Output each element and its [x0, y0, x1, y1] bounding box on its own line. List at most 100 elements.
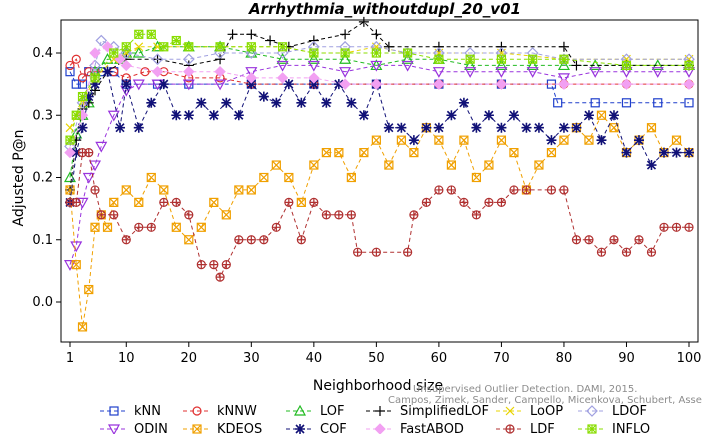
data-point-kdeos: [384, 160, 394, 170]
legend: kNN kNNW LOF SimplifiedLOF LoOP LDOF ODIN KDEOS…: [100, 404, 650, 434]
legend-item-odin: ODIN: [100, 422, 168, 434]
data-point-odin: [245, 67, 258, 78]
data-point-lof: [464, 59, 477, 71]
y-axis: 0.0 0.1 0.2 0.3 0.4: [32, 46, 61, 310]
data-point-ldof: [95, 34, 108, 47]
y-tick-label: 0.3: [32, 108, 53, 123]
data-point-kdeos: [446, 160, 457, 170]
data-point-cof: [121, 79, 132, 90]
data-point-odin: [339, 67, 352, 78]
data-point-fastabod: [308, 72, 320, 84]
data-point-kdeos: [71, 260, 81, 270]
data-point-cof: [158, 79, 169, 90]
data-point-simplifiedlof: [340, 29, 351, 40]
data-point-lof: [339, 52, 352, 64]
data-point-cof: [496, 122, 507, 133]
data-point-fastabod: [64, 146, 76, 159]
data-point-kdeos: [321, 148, 331, 158]
legend-marker: [109, 406, 119, 416]
data-point-cof: [546, 135, 557, 146]
data-point-cof: [171, 110, 182, 121]
data-point-knn: [77, 79, 88, 89]
data-point-ldf: [409, 210, 419, 220]
data-point-cof: [421, 122, 432, 133]
data-point-cof: [208, 110, 219, 121]
data-point-cof: [296, 97, 307, 108]
data-point-inflo: [146, 29, 156, 39]
data-point-simplifiedlof: [383, 41, 394, 52]
data-point-lof: [63, 171, 77, 183]
legend-label: LDOF: [612, 404, 647, 419]
data-point-knnw: [71, 54, 81, 64]
data-point-kdeos: [171, 222, 181, 232]
data-point-fastabod: [370, 78, 383, 90]
data-point-cof: [558, 122, 569, 133]
data-point-fastabod: [214, 65, 226, 78]
data-point-kdeos: [121, 185, 131, 195]
data-point-cof: [308, 79, 319, 90]
data-point-knn: [71, 79, 81, 89]
data-point-ldof: [151, 53, 164, 66]
data-point-kdeos: [196, 222, 206, 232]
data-point-ldf: [421, 197, 431, 207]
legend-label: KDEOS: [217, 422, 262, 434]
legend-label: INFLO: [612, 422, 650, 434]
data-point-odin: [651, 67, 664, 78]
legend-marker: [374, 423, 386, 434]
legend-label: FastABOD: [400, 422, 464, 434]
data-point-odin: [82, 172, 95, 184]
data-point-kdeos: [284, 172, 294, 183]
data-point-inflo: [277, 42, 288, 52]
data-point-cof: [346, 97, 357, 108]
data-point-ldof: [558, 53, 570, 66]
data-point-ldf: [215, 272, 225, 282]
x-tick-label: 1: [66, 351, 74, 366]
data-point-ldf: [221, 260, 231, 270]
data-point-ldf: [621, 247, 632, 257]
data-point-kdeos: [77, 322, 88, 332]
x-tick-label: 70: [493, 351, 510, 366]
legend-marker: [505, 424, 515, 434]
data-point-kdeos: [459, 135, 469, 145]
legend-label: kNN: [134, 404, 161, 419]
data-point-simplifiedlof: [308, 35, 319, 46]
x-tick-label: 10: [118, 351, 135, 366]
data-point-cof: [571, 122, 582, 133]
x-tick-label: 50: [368, 351, 385, 366]
data-point-fastabod: [433, 78, 445, 90]
data-point-cof: [596, 135, 607, 146]
data-point-ldof: [182, 53, 195, 66]
data-point-fastabod: [151, 65, 164, 78]
data-point-kdeos: [559, 135, 569, 145]
x-tick-label: 30: [243, 351, 260, 366]
series-line-odin: [69, 64, 689, 265]
data-point-fastabod: [183, 65, 195, 78]
legend-label: COF: [320, 422, 347, 434]
data-point-ldf: [334, 210, 344, 220]
legend-marker: [293, 404, 307, 416]
data-point-ldf: [496, 197, 507, 207]
legend-marker: [587, 424, 597, 434]
data-point-odin: [132, 79, 145, 91]
x-tick-label: 20: [181, 351, 198, 366]
series-line-ldf: [70, 152, 689, 279]
data-point-kdeos: [209, 197, 219, 207]
data-point-ldf: [403, 247, 413, 257]
data-point-inflo: [403, 48, 413, 58]
data-point-ldf: [346, 210, 356, 220]
data-point-kdeos: [509, 148, 519, 158]
data-point-odin: [95, 141, 108, 153]
series-line-loop: [69, 46, 689, 128]
data-point-kdeos: [609, 123, 619, 133]
data-point-cof: [115, 122, 126, 133]
x-tick-label: 40: [306, 351, 323, 366]
legend-item-cof: COF: [286, 422, 347, 434]
data-point-kdeos: [102, 222, 113, 232]
data-point-cof: [221, 97, 232, 108]
data-point-inflo: [121, 42, 131, 52]
data-point-fastabod: [620, 78, 633, 90]
data-point-cof: [321, 97, 332, 108]
data-point-simplifiedlof: [265, 35, 276, 46]
data-point-kdeos: [234, 185, 244, 195]
